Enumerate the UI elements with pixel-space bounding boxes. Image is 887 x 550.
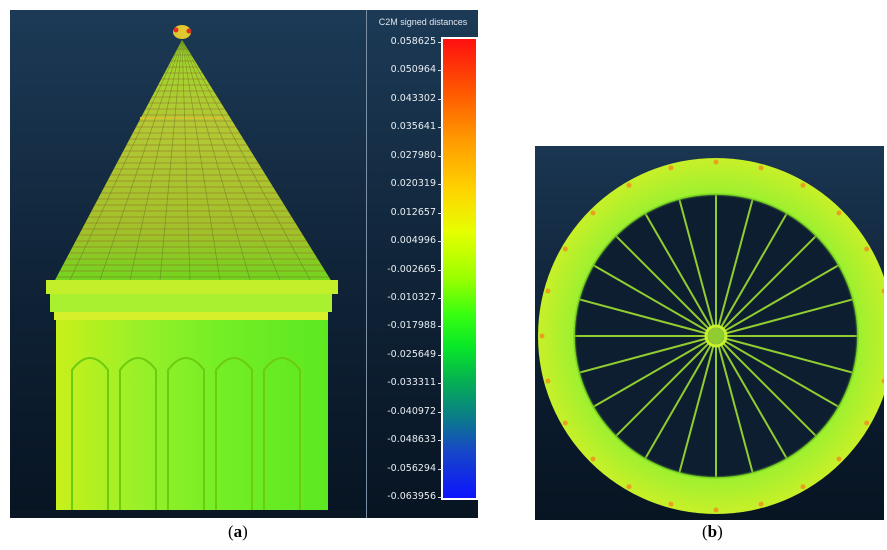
colorscale-tick-mark [438,497,442,498]
colorscale-bar [441,37,478,500]
colorscale-tick-mark [438,212,442,214]
colorscale-tick-label: 0.020319 [390,178,436,190]
rafter-end-marker [881,288,884,294]
rafter-end-marker [590,210,596,216]
colorscale-tick-mark [438,468,442,470]
rafter-end-marker [800,182,806,188]
colorscale-tick-mark [438,354,442,356]
rafter-end-marker [836,210,842,216]
point-cloud-top-view [538,158,884,514]
rafter-end-marker [864,420,870,426]
colorscale-tick-label: -0.025649 [387,348,436,360]
rafter-end-marker [562,420,568,426]
rafter-end-marker [545,378,551,384]
colorscale-tick-label: -0.063956 [387,491,436,502]
colorscale-tick-label: 0.012657 [390,206,436,218]
colorscale-tick-mark [438,155,442,157]
caption-a: (a) [228,522,248,541]
colorscale-tick-mark [438,127,442,129]
colorscale-tick-label: -0.002665 [387,263,436,275]
rafter-end-marker [545,288,551,294]
colorscale-tick-label: -0.056294 [387,462,436,474]
colorscale-tick-mark [438,70,442,72]
rafter-end-marker [590,456,596,462]
rafter-end-marker [758,165,764,171]
colorscale-tick-label: -0.040972 [387,405,436,417]
caption-b: (b) [702,522,723,541]
rafter-end-marker [881,378,884,384]
colorscale-tick-label: -0.017988 [387,320,436,332]
colorscale-tick-label: 0.050964 [390,64,436,76]
colorscale-tick-label: -0.048633 [387,434,436,446]
colorscale-title: C2M signed distances [378,17,468,27]
colorscale-tick-mark [438,297,442,299]
colorscale-tick-label: 0.035641 [390,121,436,133]
colorscale-tick-mark [438,184,442,186]
rafter-end-marker [626,182,632,188]
colorscale-tick-mark [438,411,442,413]
panel-b-top-view [535,146,884,520]
rafter-end-marker [626,484,632,490]
rafter-end-marker [864,246,870,252]
colorscale-tick-mark [438,241,442,243]
rafter-end-marker [800,484,806,490]
colorscale-tick-mark [438,42,442,43]
colorbar-divider [366,10,367,518]
colorscale-tick-label: -0.010327 [387,291,436,303]
rafter-end-marker [668,165,674,171]
colorscale-tick-mark [438,98,442,100]
rafter-end-marker [539,333,545,339]
rafter-end-marker [713,159,719,165]
point-cloud-elevation [10,25,366,518]
colorscale-tick-mark [438,383,442,385]
rafter-end-marker [713,507,719,513]
rafter-end-marker [668,501,674,507]
colorscale-tick-label: 0.058625 [390,36,436,47]
rafter-end-marker [562,246,568,252]
panel-a-elevation-view: C2M signed distances 0.058625 0.050964 0.0… [10,10,478,518]
colorscale-tick-mark [438,269,442,271]
colorscale-tick-label: 0.027980 [390,149,436,161]
rafter-end-marker [758,501,764,507]
colorscale-tick-label: 0.043302 [390,92,436,104]
rafter-end-marker [836,456,842,462]
colorscale-tick-mark [438,326,442,328]
colorscale-tick-label: 0.004996 [390,235,436,247]
colorscale-tick-mark [438,440,442,442]
colorscale-tick-label: -0.033311 [387,377,436,389]
